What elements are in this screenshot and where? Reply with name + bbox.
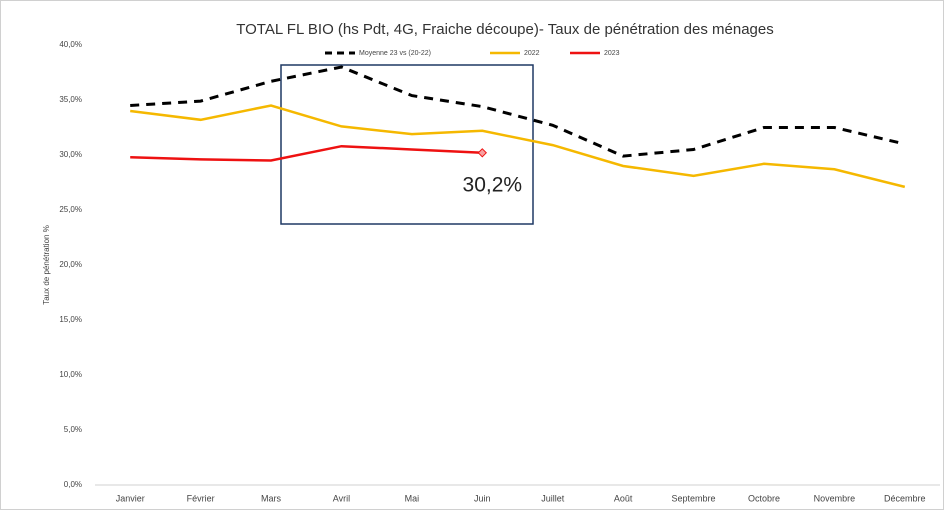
x-tick-label: Février [187, 493, 215, 503]
y-tick-label: 35,0% [59, 95, 82, 104]
x-tick-label: Octobre [748, 493, 780, 503]
x-tick-label: Mars [261, 493, 281, 503]
legend-label: Moyenne 23 vs (20-22) [359, 50, 431, 57]
x-tick-label: Mai [405, 493, 420, 503]
x-tick-label: Novembre [814, 493, 856, 503]
legend-label: 2022 [524, 50, 540, 57]
y-tick-label: 30,0% [59, 150, 82, 159]
data-marker [477, 148, 487, 158]
y-axis-label: Taux de pénétration % [42, 225, 51, 305]
y-tick-label: 5,0% [64, 425, 82, 434]
x-tick-label: Janvier [116, 493, 145, 503]
data-label: 30,2% [463, 173, 523, 196]
x-tick-label: Juillet [541, 493, 565, 503]
highlight-box [280, 64, 534, 225]
chart-title: TOTAL FL BIO (hs Pdt, 4G, Fraiche découp… [236, 21, 774, 38]
x-tick-label: Septembre [672, 493, 716, 503]
y-tick-label: 0,0% [64, 480, 82, 489]
x-tick-label: Décembre [884, 493, 926, 503]
y-tick-label: 20,0% [59, 260, 82, 269]
y-tick-label: 10,0% [59, 370, 82, 379]
series-line [130, 144, 483, 162]
y-tick-label: 25,0% [59, 205, 82, 214]
legend-label: 2023 [604, 50, 620, 57]
x-tick-label: Juin [474, 493, 491, 503]
series-line [130, 65, 906, 158]
y-tick-label: 40,0% [59, 40, 82, 49]
y-tick-label: 15,0% [59, 315, 82, 324]
series-line [130, 104, 906, 189]
x-tick-label: Août [614, 493, 633, 503]
x-tick-label: Avril [333, 493, 350, 503]
